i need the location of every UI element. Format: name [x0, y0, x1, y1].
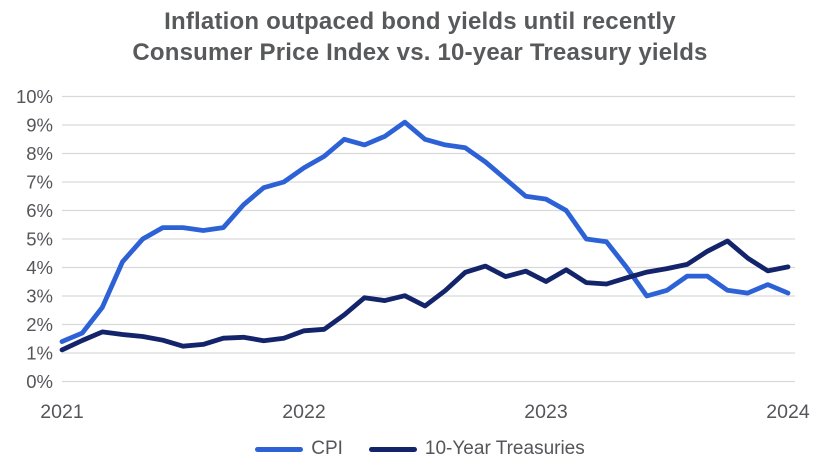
treasuries-line-swatch: [368, 446, 417, 452]
y-axis-tick-label: 3%: [26, 286, 53, 307]
cpi-line: [59, 119, 791, 345]
y-axis-tick-label: 7%: [26, 172, 53, 193]
legend-item-cpi: CPI: [255, 438, 343, 460]
x-axis-tick-label: 2024: [766, 401, 810, 423]
x-axis-tick-label: 2022: [282, 401, 325, 423]
chart-title: Inflation outpaced bond yields until rec…: [164, 8, 676, 35]
cpi-line-swatch: [255, 446, 304, 452]
y-axis-tick-label: 1%: [26, 343, 53, 364]
x-axis-tick-label: 2023: [524, 401, 567, 423]
chart-subtitle: Consumer Price Index vs. 10-year Treasur…: [132, 39, 708, 66]
y-axis-tick-label: 10%: [16, 86, 53, 107]
y-axis-tick-label: 5%: [26, 229, 53, 250]
legend-item-treasuries: 10-Year Treasuries: [368, 438, 585, 460]
y-axis-tick-label: 9%: [26, 115, 53, 136]
legend-label-treasuries: 10-Year Treasuries: [424, 438, 585, 459]
y-axis-tick-label: 8%: [26, 143, 53, 164]
x-axis-tick-label: 2021: [40, 401, 83, 423]
legend: CPI 10-Year Treasuries: [0, 438, 840, 460]
y-axis-tick-label: 6%: [26, 200, 53, 221]
chart-title-block: Inflation outpaced bond yields until rec…: [0, 6, 840, 68]
10-year-treasuries-line: [59, 238, 791, 353]
y-axis-tick-label: 4%: [26, 257, 53, 278]
y-axis-tick-label: 2%: [26, 314, 53, 335]
y-axis-tick-label: 0%: [26, 371, 53, 392]
legend-label-cpi: CPI: [311, 438, 343, 459]
